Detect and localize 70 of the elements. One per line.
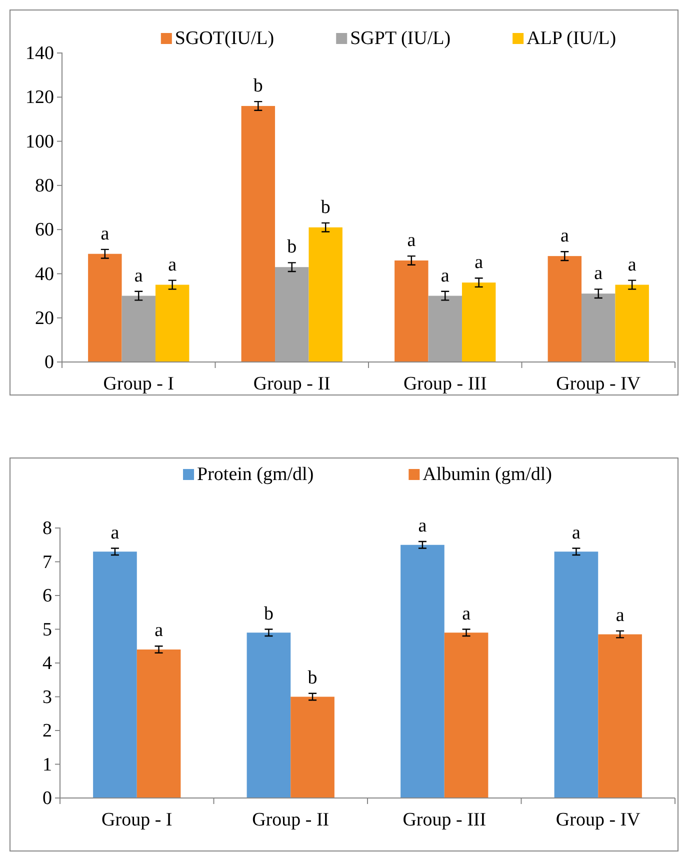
bar: [246, 632, 291, 798]
annotation: a: [440, 265, 450, 286]
annotation: a: [594, 263, 604, 284]
annotation: a: [407, 230, 416, 252]
y-tick-label: 3: [42, 686, 52, 708]
bar: [554, 552, 598, 798]
y-tick-label: 0: [44, 352, 54, 374]
annotation: a: [100, 223, 110, 244]
annotation: a: [474, 252, 484, 274]
annotation: a: [628, 254, 637, 276]
y-tick-label: 4: [42, 653, 52, 674]
bar: [548, 256, 582, 362]
annotation: b: [253, 76, 263, 97]
bar: [308, 227, 342, 362]
annotation: a: [134, 265, 144, 286]
x-tick-label: Group - III: [402, 810, 486, 831]
y-tick-label: 0: [42, 788, 52, 810]
y-tick-label: 8: [42, 518, 52, 540]
bar: [241, 106, 276, 362]
annotation: b: [308, 667, 318, 688]
annotation: a: [616, 604, 625, 626]
bar: [444, 632, 488, 798]
bar: [582, 294, 616, 362]
bar: [122, 296, 156, 362]
bar: [93, 552, 137, 798]
x-tick-label: Group - II: [253, 374, 330, 395]
y-tick-label: 80: [35, 176, 54, 197]
annotation: a: [462, 603, 472, 624]
y-tick-label: 140: [26, 43, 54, 64]
bar: [598, 634, 642, 798]
y-tick-label: 120: [26, 87, 54, 108]
annotation: a: [418, 516, 428, 536]
bar: [290, 696, 334, 798]
annotation: b: [287, 236, 297, 258]
bar: [394, 260, 428, 362]
legend-label: SGOT(IU/L): [174, 28, 274, 49]
x-tick-label: Group - I: [102, 810, 172, 831]
annotation: a: [560, 226, 570, 247]
annotation: a: [110, 522, 120, 544]
bar: [155, 284, 190, 362]
annotation: b: [320, 196, 330, 218]
y-tick-label: 5: [42, 619, 52, 640]
bar: [428, 296, 462, 362]
bar: [400, 544, 444, 798]
y-tick-label: 6: [42, 586, 52, 607]
x-tick-label: Group - IV: [556, 374, 641, 395]
x-tick-label: Group - II: [252, 810, 330, 831]
x-tick-label: Group - IV: [556, 810, 641, 831]
y-tick-label: 2: [42, 720, 52, 742]
bar: [462, 282, 496, 362]
bar: [88, 254, 122, 362]
y-tick-label: 1: [42, 754, 52, 776]
y-tick-label: 7: [42, 552, 52, 573]
legend-label: ALP (IU/L): [526, 28, 616, 49]
x-tick-label: Group - I: [103, 374, 174, 395]
annotation: b: [264, 603, 274, 624]
annotation: a: [572, 522, 581, 544]
bar: [136, 650, 181, 798]
y-tick-label: 40: [35, 264, 54, 285]
bar: [275, 267, 309, 362]
annotation: a: [154, 620, 164, 642]
y-tick-label: 20: [35, 308, 54, 329]
y-tick-label: 60: [35, 220, 54, 241]
legend-label: Protein (gm/dl): [197, 464, 314, 485]
legend-label: Albumin (gm/dl): [422, 464, 552, 485]
y-tick-label: 100: [26, 131, 54, 152]
bar: [615, 284, 649, 362]
annotation: a: [168, 254, 178, 276]
legend-label: SGPT (IU/L): [350, 28, 451, 49]
x-tick-label: Group - III: [403, 374, 487, 395]
